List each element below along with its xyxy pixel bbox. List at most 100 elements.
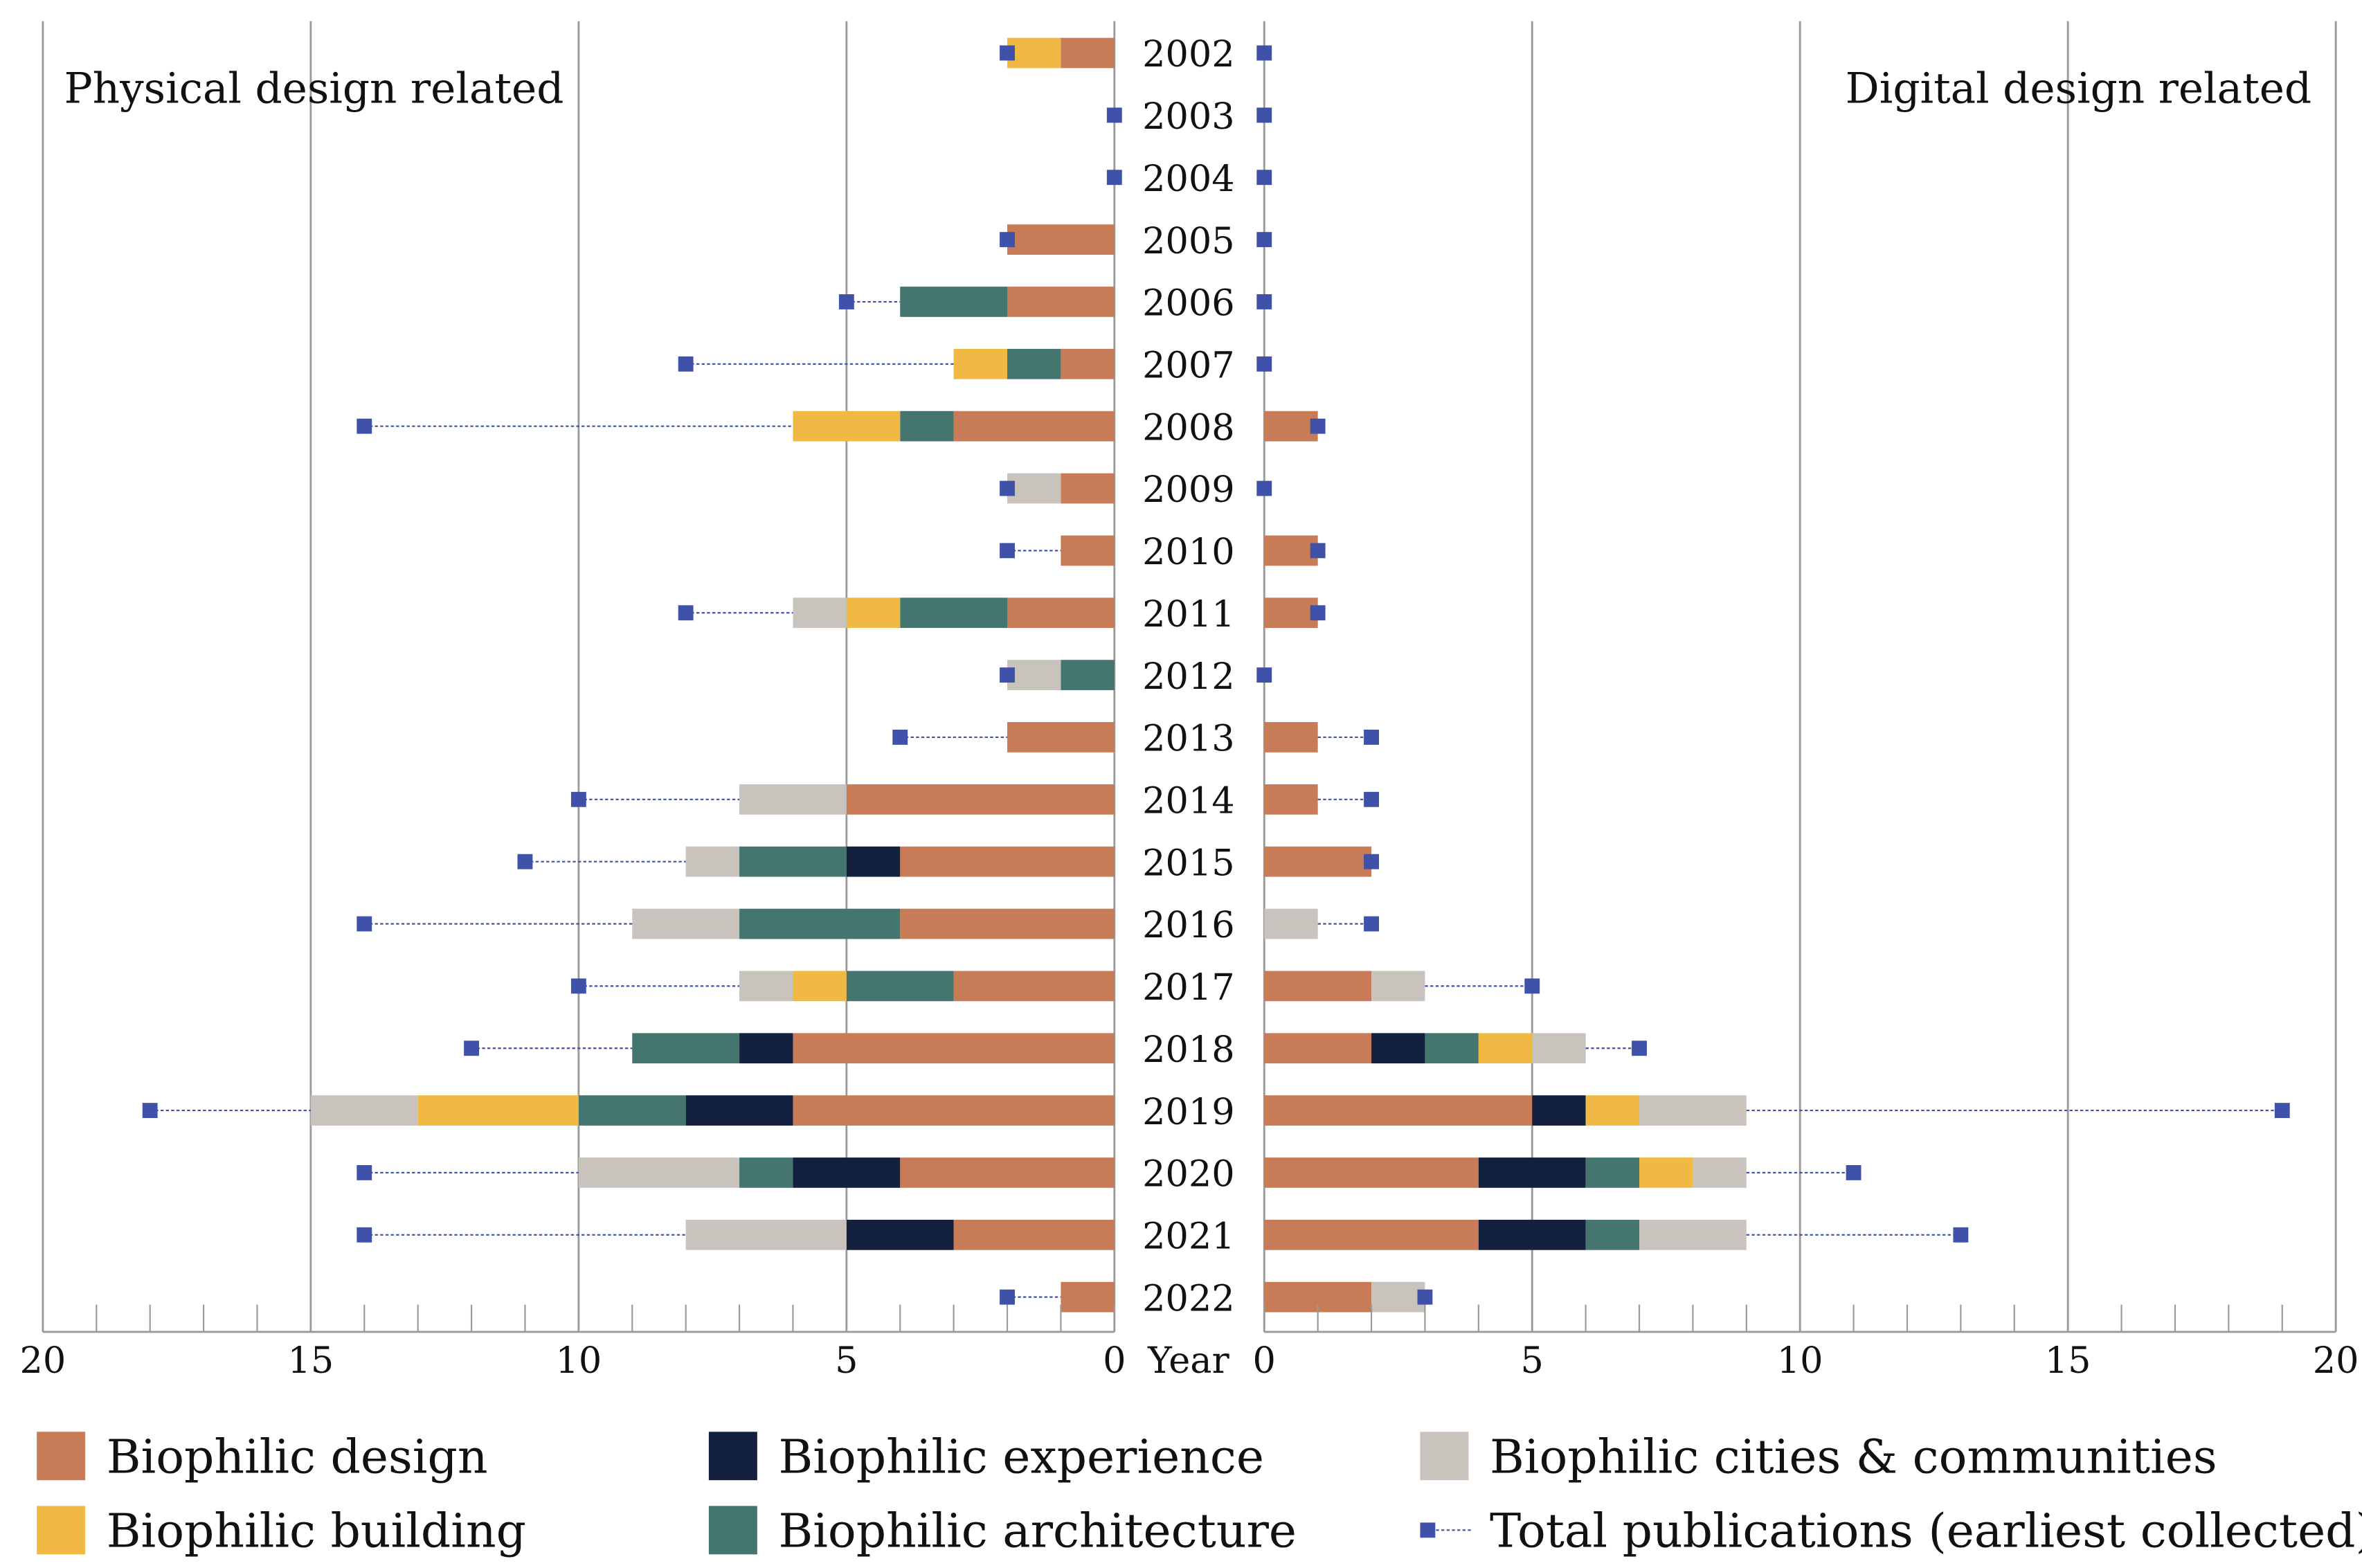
bar-left-biophilic-cities-communities — [632, 908, 740, 939]
bar-left-biophilic-architecture — [739, 1157, 793, 1188]
bar-left-biophilic-design — [953, 411, 1115, 442]
bar-left-biophilic-building — [417, 1095, 579, 1126]
total-marker-left — [1000, 1289, 1015, 1305]
bar-right-biophilic-experience — [1371, 1033, 1425, 1064]
year-label: 2009 — [1142, 469, 1235, 511]
total-marker-right — [1364, 916, 1379, 932]
bar-right-biophilic-building — [1639, 1157, 1693, 1188]
bar-left-biophilic-cities-communities — [685, 846, 740, 877]
bar-left-biophilic-design — [1007, 287, 1115, 317]
bar-left-biophilic-experience — [739, 1033, 793, 1064]
total-marker-left — [1000, 480, 1015, 496]
total-marker-right — [1256, 294, 1272, 309]
bar-left-biophilic-design — [1061, 348, 1115, 379]
bar-right-biophilic-building — [1478, 1033, 1533, 1064]
bar-left-biophilic-design — [793, 1033, 1115, 1064]
total-marker-left — [678, 605, 694, 621]
bar-right-biophilic-cities-communities — [1639, 1095, 1747, 1126]
bar-left-biophilic-building — [793, 971, 847, 1002]
bar-right-biophilic-design — [1264, 1157, 1479, 1188]
right-panel-title: Digital design related — [1846, 64, 2311, 114]
bar-left-biophilic-cities-communities — [739, 784, 847, 815]
right-tick-label: 15 — [2045, 1340, 2091, 1382]
bar-left-biophilic-cities-communities — [578, 1157, 740, 1188]
total-marker-left — [357, 1227, 372, 1243]
y-axis-label: Year — [1147, 1340, 1229, 1382]
total-marker-left — [570, 791, 586, 807]
right-tick-label: 5 — [1521, 1340, 1544, 1382]
total-marker-right — [1524, 978, 1540, 994]
bar-right-biophilic-design — [1264, 535, 1318, 566]
year-label: 2005 — [1142, 220, 1235, 262]
legend-swatch — [708, 1506, 757, 1555]
bar-left-biophilic-architecture — [900, 287, 1008, 317]
left-tick-label: 0 — [1103, 1340, 1126, 1382]
year-label: 2017 — [1142, 966, 1235, 1009]
bar-left-biophilic-cities-communities — [1007, 473, 1061, 504]
bar-left-biophilic-cities-communities — [739, 971, 793, 1002]
bar-right-biophilic-cities-communities — [1371, 971, 1425, 1002]
bar-left-biophilic-cities-communities — [793, 597, 847, 629]
total-marker-left — [838, 294, 854, 309]
left-tick-label: 15 — [287, 1340, 334, 1382]
left-panel-title: Physical design related — [64, 64, 564, 114]
total-marker-left — [892, 730, 908, 745]
bar-left-biophilic-architecture — [632, 1033, 740, 1064]
bar-left-biophilic-design — [953, 1219, 1115, 1250]
total-marker-left — [678, 356, 694, 372]
total-marker-right — [1256, 170, 1272, 186]
bar-right-biophilic-cities-communities — [1532, 1033, 1586, 1064]
bar-right-biophilic-architecture — [1425, 1033, 1479, 1064]
year-label: 2007 — [1142, 344, 1235, 386]
legend-swatch — [1420, 1432, 1469, 1481]
legend-swatch — [37, 1432, 86, 1481]
legend-label: Biophilic architecture — [778, 1503, 1297, 1558]
total-marker-right — [1256, 232, 1272, 248]
right-tick-label: 0 — [1253, 1340, 1276, 1382]
bar-left-biophilic-design — [900, 908, 1115, 939]
bar-right-biophilic-design — [1264, 1095, 1533, 1126]
total-marker-left — [1106, 170, 1122, 186]
total-marker-right — [1256, 45, 1272, 61]
bar-left-biophilic-building — [846, 597, 901, 629]
bar-left-biophilic-experience — [846, 846, 901, 877]
year-label: 2002 — [1142, 33, 1235, 75]
bar-right-biophilic-design — [1264, 722, 1318, 753]
legend-total-marker — [1420, 1522, 1436, 1538]
total-marker-left — [1000, 45, 1015, 61]
bars — [310, 37, 1747, 1313]
bar-right-biophilic-cities-communities — [1693, 1157, 1747, 1188]
bar-right-biophilic-experience — [1478, 1157, 1586, 1188]
total-marker-left — [1106, 107, 1122, 123]
bar-left-biophilic-cities-communities — [1007, 660, 1061, 690]
bar-left-biophilic-design — [846, 784, 1115, 815]
total-marker-right — [2274, 1103, 2290, 1119]
total-marker-left — [1000, 543, 1015, 559]
bar-right-biophilic-design — [1264, 846, 1372, 877]
bar-right-biophilic-design — [1264, 1033, 1372, 1064]
year-labels: 2002 2003 2004 2005 2006 2007 2008 2009 2010 2011… — [1142, 33, 1235, 1319]
bar-left-biophilic-design — [1007, 597, 1115, 629]
total-marker-right — [1364, 791, 1379, 807]
legend-swatch — [37, 1506, 86, 1555]
total-marker-right — [1310, 418, 1326, 434]
bar-left-biophilic-architecture — [578, 1095, 686, 1126]
x-axis: 20 15 10 5 0 0 5 10 15 20 — [20, 1304, 2359, 1382]
bar-right-biophilic-design — [1264, 784, 1318, 815]
bar-left-biophilic-experience — [846, 1219, 954, 1250]
year-label: 2012 — [1142, 656, 1235, 698]
year-label: 2022 — [1142, 1277, 1235, 1319]
bar-right-biophilic-architecture — [1585, 1219, 1640, 1250]
total-marker-right — [1953, 1227, 1969, 1243]
bar-left-biophilic-design — [900, 846, 1115, 877]
total-marker-left — [1000, 232, 1015, 248]
bar-right-biophilic-design — [1264, 597, 1318, 629]
left-tick-label: 20 — [20, 1340, 66, 1382]
total-marker-left — [357, 1165, 372, 1180]
total-marker-right — [1364, 730, 1379, 745]
bar-left-biophilic-cities-communities — [310, 1095, 418, 1126]
total-marker-left — [357, 916, 372, 932]
total-marker-left — [142, 1103, 158, 1119]
bar-left-biophilic-design — [1061, 1281, 1115, 1313]
legend-swatch — [708, 1432, 757, 1481]
